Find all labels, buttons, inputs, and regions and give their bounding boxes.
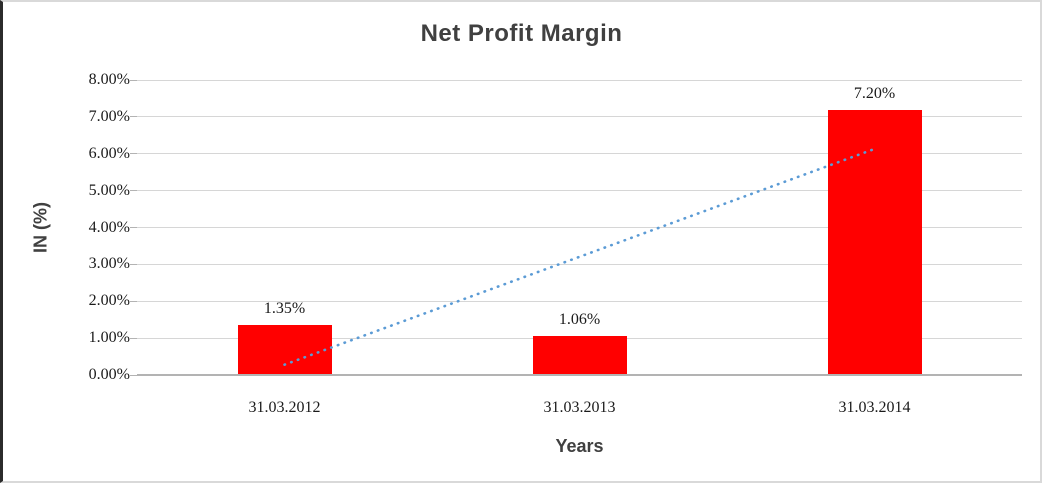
y-tick-label: 8.00% [88,71,130,88]
bar-value-label: 7.20% [853,84,896,102]
chart-title: Net Profit Margin [420,20,623,47]
x-axis-title: Years [555,436,604,456]
y-axis-tick [130,79,137,81]
bar-31.03.2012 [237,325,332,375]
bar-value-label: 1.35% [263,300,306,318]
y-gridline [137,79,1022,81]
trendline [283,147,876,366]
y-axis-tick [130,337,137,339]
y-axis-tick [130,263,137,265]
plot-area: 0.00% 1.00% 2.00% 3.00% 4.00% 5.00% 6.00% 7.00%… [3,2,1040,481]
y-gridline [137,227,1022,228]
x-tick-label: 31.03.2012 [248,399,321,416]
y-axis-tick [130,374,137,376]
bar-value-label: 1.06% [558,310,601,328]
y-axis-tick [130,153,137,155]
y-tick-label: 4.00% [88,218,130,236]
y-tick-label: 3.00% [88,255,130,273]
y-axis-tick [130,116,137,118]
y-axis-tick [130,300,137,302]
y-tick-label: 2.00% [88,292,130,310]
y-tick-label: 0.00% [88,366,130,383]
y-axis-tick [130,227,137,228]
y-gridline [137,116,1022,118]
y-gridline [137,300,1022,302]
y-axis-tick [130,190,137,192]
x-tick-label: 31.03.2014 [838,399,911,416]
y-gridline [137,153,1022,155]
y-tick-label: 6.00% [88,144,130,162]
bar-31.03.2014 [827,109,922,375]
x-tick-label: 31.03.2013 [543,399,616,416]
y-tick-label: 5.00% [88,181,130,199]
y-gridline [137,190,1022,192]
x-axis-line [137,374,1022,376]
bar-31.03.2013 [532,335,627,375]
y-tick-label: 1.00% [88,329,130,347]
y-gridline [137,263,1022,265]
y-tick-label: 7.00% [88,107,130,125]
